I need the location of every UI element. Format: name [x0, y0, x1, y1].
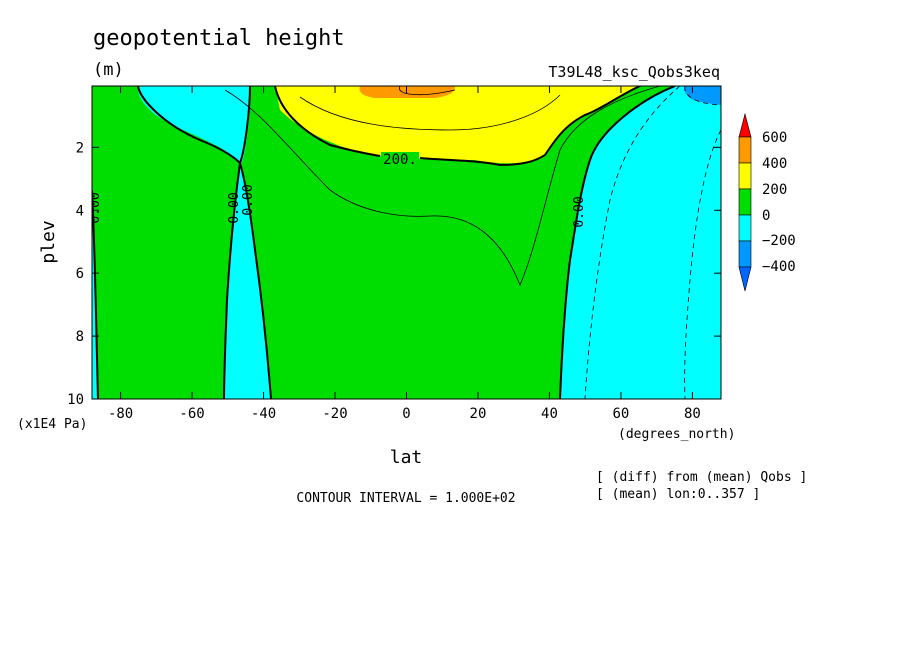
colorbar-label-400: 400 — [762, 156, 787, 172]
colorbar-cap-bottom — [738, 266, 752, 292]
y-tick-label: 6 — [76, 266, 84, 282]
x-tick-label: 60 — [613, 406, 630, 422]
colorbar-400-600 — [738, 136, 752, 164]
y-tick-label: 2 — [76, 140, 84, 156]
run-label: T39L48_ksc_Qobs3keq — [548, 63, 720, 81]
colorbar: 600 400 200 0 −200 −400 — [738, 112, 796, 292]
colorbar-0-200 — [738, 188, 752, 216]
contour-label-zero-3: 0.00 — [241, 184, 256, 215]
x-axis: -80 -60 -40 -20 0 20 40 60 80 — [108, 86, 701, 422]
note-mean: [ (mean) lon:0..357 ] — [596, 487, 760, 502]
plot-area: 200. 0.00 0.00 0.00 0.00 — [88, 86, 721, 399]
x-tick-label: 0 — [402, 406, 410, 422]
region-neg-0-200-north — [560, 86, 721, 399]
x-tick-label: -80 — [108, 406, 133, 422]
region-neg-upper-left — [137, 86, 251, 164]
colorbar-label-neg200: −200 — [762, 233, 796, 249]
x-tick-label: 40 — [541, 406, 558, 422]
colorbar-label-200: 200 — [762, 182, 787, 198]
colorbar-label-600: 600 — [762, 130, 787, 146]
x-units-label: (degrees_north) — [618, 427, 735, 442]
contour-label-zero-2: 0.00 — [227, 192, 242, 223]
region-neg-wedge — [224, 163, 271, 399]
region-400-600 — [359, 86, 455, 98]
contour-lines-thick — [92, 86, 676, 399]
contour-interval: CONTOUR INTERVAL = 1.000E+02 — [296, 491, 515, 506]
contour-lines-thin — [224, 86, 661, 287]
y-axis-title: plev — [38, 220, 59, 263]
y-tick-label: 8 — [76, 329, 84, 345]
x-tick-label: 80 — [684, 406, 701, 422]
y-tick-label: 4 — [76, 203, 84, 219]
colorbar-label-0: 0 — [762, 208, 770, 224]
y-tick-label: 10 — [67, 392, 84, 408]
note-diff: [ (diff) from (mean) Qobs ] — [596, 470, 807, 485]
contour-lines-negative — [584, 86, 721, 399]
y-units-label: (x1E4 Pa) — [17, 417, 87, 432]
colorbar-label-neg400: −400 — [762, 259, 796, 275]
chart-title: geopotential height — [93, 26, 345, 51]
region-neg-200-400 — [684, 86, 721, 105]
contour-label-zero-4: 0.00 — [572, 196, 587, 227]
contour-label-zero-1: 0.00 — [88, 192, 103, 223]
y-axis: 2 4 6 8 10 — [67, 140, 721, 408]
contour-label-200: 200. — [383, 152, 417, 168]
x-axis-title: lat — [390, 447, 423, 468]
contour-labels: 200. 0.00 0.00 0.00 0.00 — [88, 152, 587, 228]
x-tick-label: -20 — [322, 406, 347, 422]
colorbar-neg400-neg200 — [738, 240, 752, 268]
colorbar-neg200-0 — [738, 214, 752, 242]
units-label: (m) — [93, 60, 124, 80]
colorbar-cap-top — [738, 112, 752, 138]
x-tick-label: -40 — [251, 406, 276, 422]
colorbar-200-400 — [738, 162, 752, 190]
x-tick-label: -60 — [179, 406, 204, 422]
x-tick-label: 20 — [470, 406, 487, 422]
region-200-400 — [275, 86, 640, 164]
